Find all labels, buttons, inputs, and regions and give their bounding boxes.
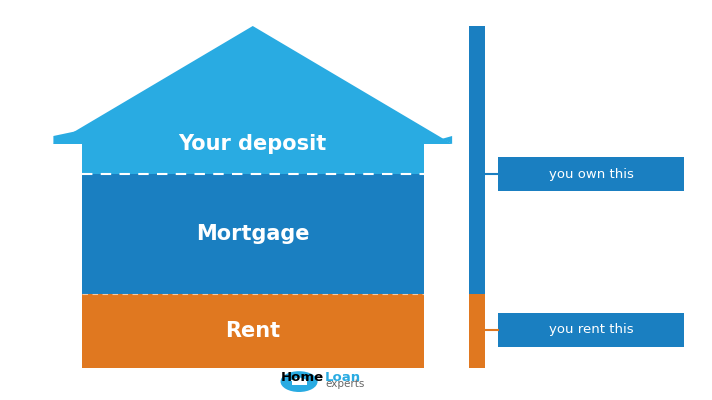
- Polygon shape: [289, 377, 309, 381]
- Polygon shape: [82, 294, 424, 368]
- Polygon shape: [424, 130, 452, 144]
- Text: Rent: Rent: [225, 321, 281, 341]
- FancyBboxPatch shape: [498, 313, 684, 347]
- Text: you rent this: you rent this: [549, 324, 633, 336]
- Polygon shape: [82, 130, 424, 174]
- Text: Mortgage: Mortgage: [196, 224, 310, 244]
- Polygon shape: [53, 130, 82, 144]
- Text: Loan: Loan: [325, 371, 361, 384]
- FancyBboxPatch shape: [469, 26, 485, 294]
- Polygon shape: [82, 174, 424, 294]
- Polygon shape: [53, 26, 452, 144]
- Circle shape: [281, 371, 318, 392]
- Text: Home: Home: [281, 371, 324, 384]
- Text: you own this: you own this: [548, 168, 634, 180]
- FancyBboxPatch shape: [498, 157, 684, 191]
- Text: Your deposit: Your deposit: [179, 134, 327, 154]
- FancyBboxPatch shape: [469, 294, 485, 368]
- Text: experts: experts: [325, 379, 365, 390]
- Polygon shape: [292, 381, 306, 385]
